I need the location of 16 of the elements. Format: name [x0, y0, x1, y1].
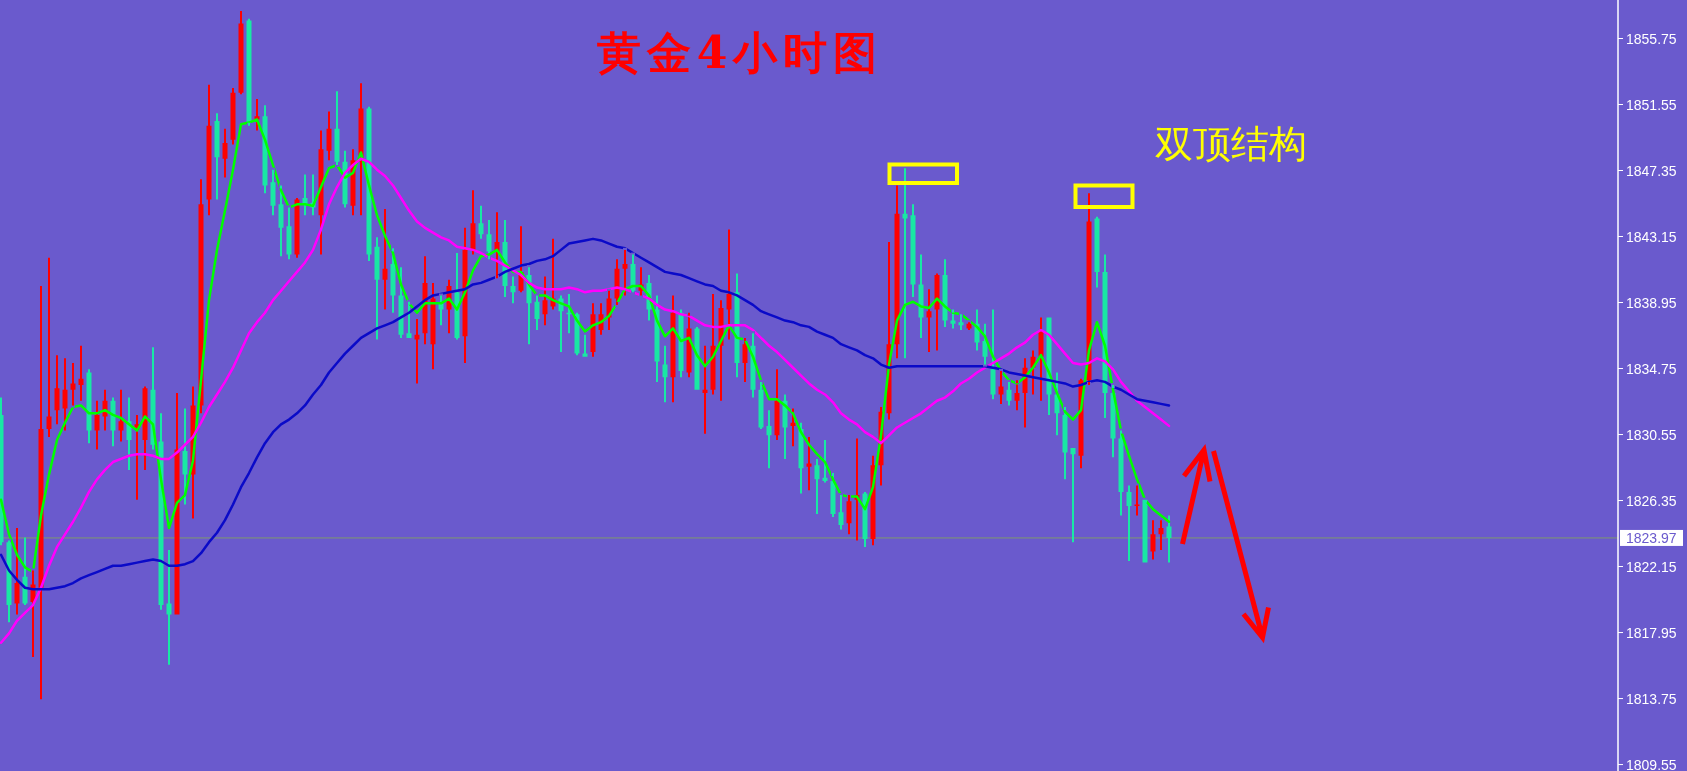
y-tick-label: 1838.95: [1626, 294, 1677, 311]
y-tick-label: 1830.55: [1626, 426, 1677, 443]
y-tick-label: 1813.75: [1626, 690, 1677, 707]
y-tick-label: 1822.15: [1626, 558, 1677, 575]
ref-line-label: 1823.97: [1626, 529, 1677, 546]
y-tick-label: 1817.95: [1626, 624, 1677, 641]
y-tick-label: 1855.75: [1626, 30, 1677, 47]
y-tick-label: 1834.75: [1626, 360, 1677, 377]
y-tick-label: 1851.55: [1626, 96, 1677, 113]
y-tick-label: 1826.35: [1626, 492, 1677, 509]
line-series: [0, 237, 1171, 591]
y-tick-label: 1847.35: [1626, 162, 1677, 179]
annotation: 双顶结构: [1155, 123, 1307, 165]
y-tick-label: 1809.55: [1626, 756, 1677, 771]
chart-title: 黄金4小时图: [596, 27, 884, 78]
y-tick-label: 1843.15: [1626, 228, 1677, 245]
